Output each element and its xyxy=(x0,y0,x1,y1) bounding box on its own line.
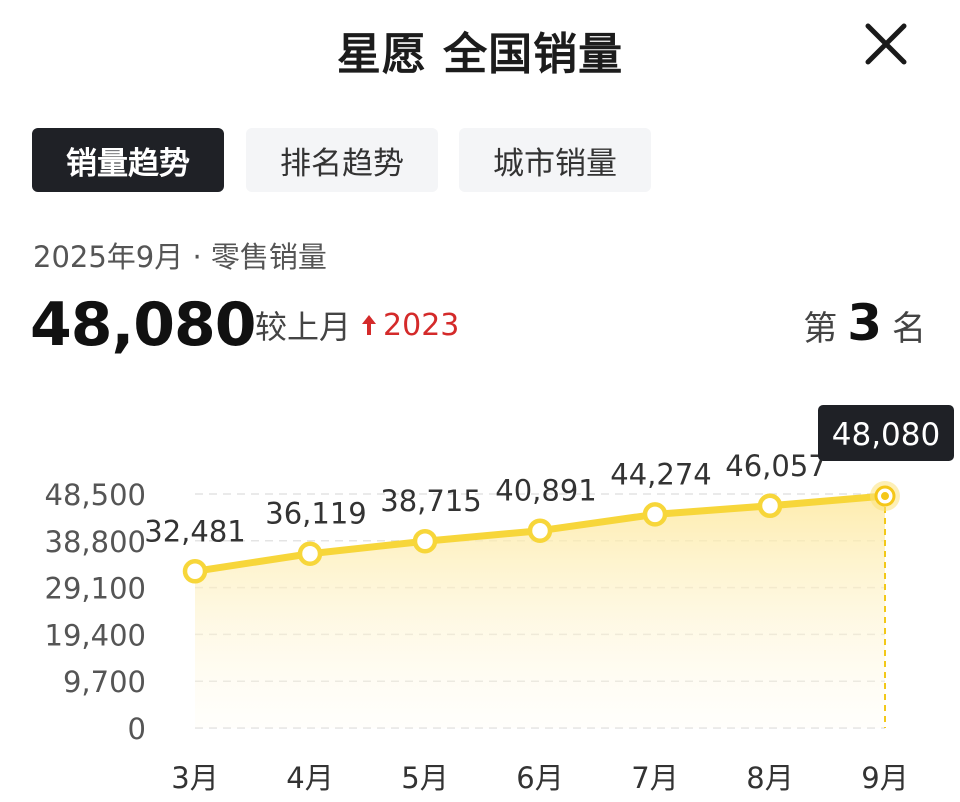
y-tick-label: 19,400 xyxy=(45,618,146,652)
rank-prefix: 第 xyxy=(803,309,838,349)
rank-suffix: 名 xyxy=(892,309,926,349)
data-label: 32,481 xyxy=(144,514,245,548)
data-point[interactable] xyxy=(757,493,783,519)
data-label: 46,057 xyxy=(725,449,826,483)
highlight-point-center xyxy=(881,492,889,501)
compare-label: 较上月 xyxy=(255,308,352,346)
period-subtitle: 2025年9月 · 零售销量 xyxy=(33,240,327,274)
x-tick-label: 9月 xyxy=(861,761,908,795)
page-title: 星愿 全国销量 xyxy=(336,29,624,80)
rank-number: 3 xyxy=(847,294,882,352)
data-label: 40,891 xyxy=(495,474,596,508)
up-arrow-icon xyxy=(362,315,377,335)
data-label: 38,715 xyxy=(380,484,481,518)
rank-display: 第 3 名 xyxy=(803,294,926,352)
tab-sales-trend[interactable]: 销量趋势 xyxy=(32,128,224,192)
tab-city-sales[interactable]: 城市销量 xyxy=(459,128,651,192)
data-label: 36,119 xyxy=(265,497,366,531)
sales-area xyxy=(195,496,885,728)
x-tick-label: 6月 xyxy=(516,761,563,795)
month-compare: 较上月 2023 xyxy=(255,302,459,348)
y-tick-label: 9,700 xyxy=(63,665,146,699)
x-tick-label: 7月 xyxy=(631,761,678,795)
y-tick-label: 29,100 xyxy=(45,572,146,606)
sales-trend-chart: 0 9,700 19,400 29,100 38,800 48,500 32,481 36,… xyxy=(45,405,954,795)
data-point[interactable] xyxy=(642,502,668,527)
y-tick-label: 48,500 xyxy=(45,478,146,512)
x-tick-label: 5月 xyxy=(401,761,448,795)
close-icon[interactable] xyxy=(860,18,912,70)
x-tick-label: 4月 xyxy=(286,761,333,795)
tab-rank-trend[interactable]: 排名趋势 xyxy=(246,128,438,192)
data-point[interactable] xyxy=(297,541,323,566)
compare-delta: 2023 xyxy=(383,307,460,343)
x-tick-label: 8月 xyxy=(746,761,793,795)
data-label: 48,080 xyxy=(832,417,940,453)
data-point[interactable] xyxy=(182,559,208,584)
highlight-tooltip xyxy=(818,405,954,461)
data-point[interactable] xyxy=(527,518,553,543)
y-tick-label: 0 xyxy=(128,712,146,746)
y-tick-label: 38,800 xyxy=(45,525,146,559)
data-label: 44,274 xyxy=(610,457,711,491)
sales-value: 48,080 xyxy=(30,290,257,360)
x-tick-label: 3月 xyxy=(171,761,218,795)
data-point[interactable] xyxy=(412,528,438,554)
